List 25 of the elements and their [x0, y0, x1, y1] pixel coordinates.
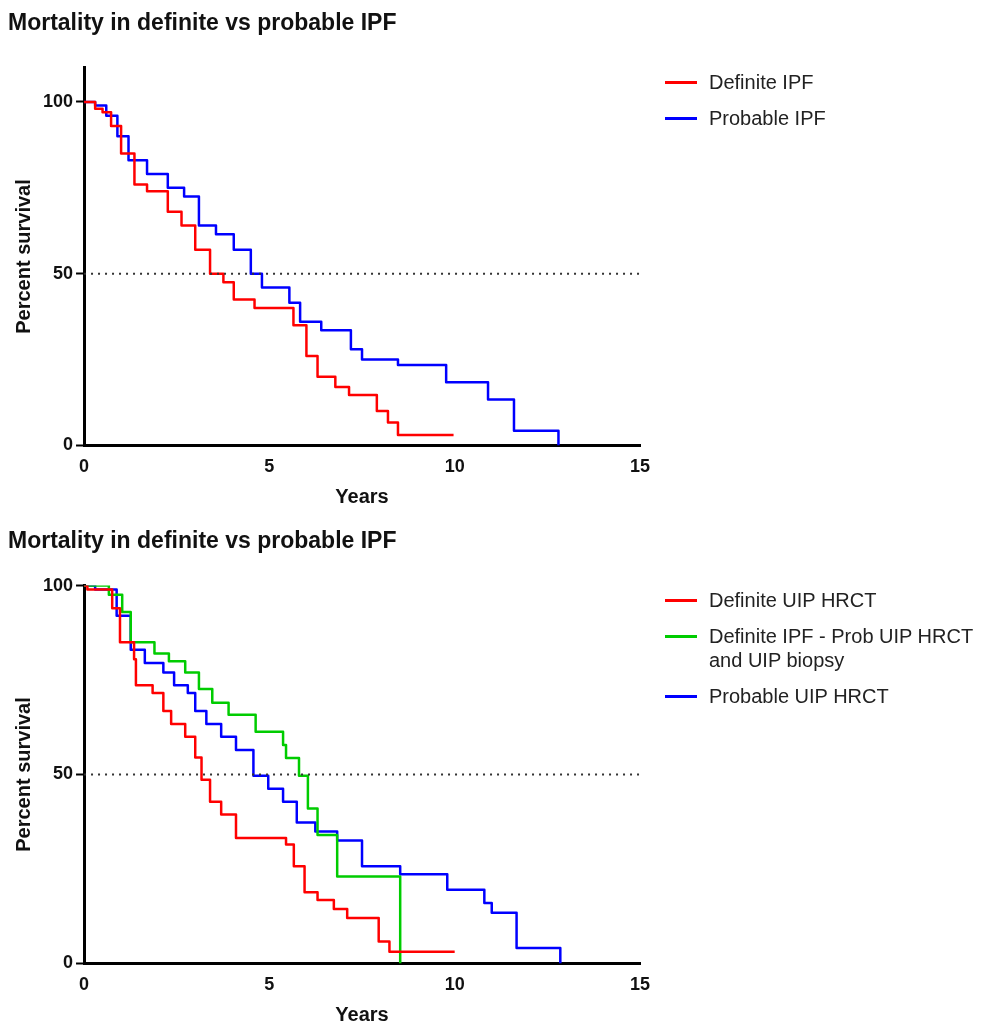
y-tick-label: 100 — [42, 574, 74, 595]
x-tick-label: 0 — [79, 456, 90, 477]
chart-title: Mortality in definite vs probable IPF — [8, 9, 397, 36]
legend-label: Probable IPF — [709, 106, 826, 130]
x-tick-label: 5 — [264, 456, 275, 477]
x-tick-label: 15 — [629, 456, 651, 477]
legend-label: Definite UIP HRCT — [709, 588, 877, 612]
y-tick-label: 0 — [63, 952, 74, 973]
y-axis-title: Percent survival — [11, 697, 34, 852]
y-tick-label: 0 — [63, 434, 74, 455]
chart-title: Mortality in definite vs probable IPF — [8, 527, 397, 554]
x-tick-label: 0 — [79, 974, 90, 995]
y-axis-title: Percent survival — [11, 179, 34, 334]
x-axis-title: Years — [335, 1002, 389, 1025]
legend-label: Probable UIP HRCT — [709, 684, 889, 708]
x-tick-label: 10 — [444, 974, 465, 995]
y-tick-label: 50 — [53, 262, 74, 283]
x-tick-label: 10 — [444, 456, 465, 477]
y-tick-label: 100 — [42, 90, 74, 111]
x-tick-label: 15 — [629, 974, 651, 995]
x-axis-title: Years — [335, 484, 389, 507]
x-tick-label: 5 — [264, 974, 275, 995]
y-tick-label: 50 — [53, 763, 74, 784]
legend-label: Definite IPF - Prob UIP HRCT and UIP biopsy — [709, 624, 974, 672]
legend-label: Definite IPF — [709, 70, 814, 94]
